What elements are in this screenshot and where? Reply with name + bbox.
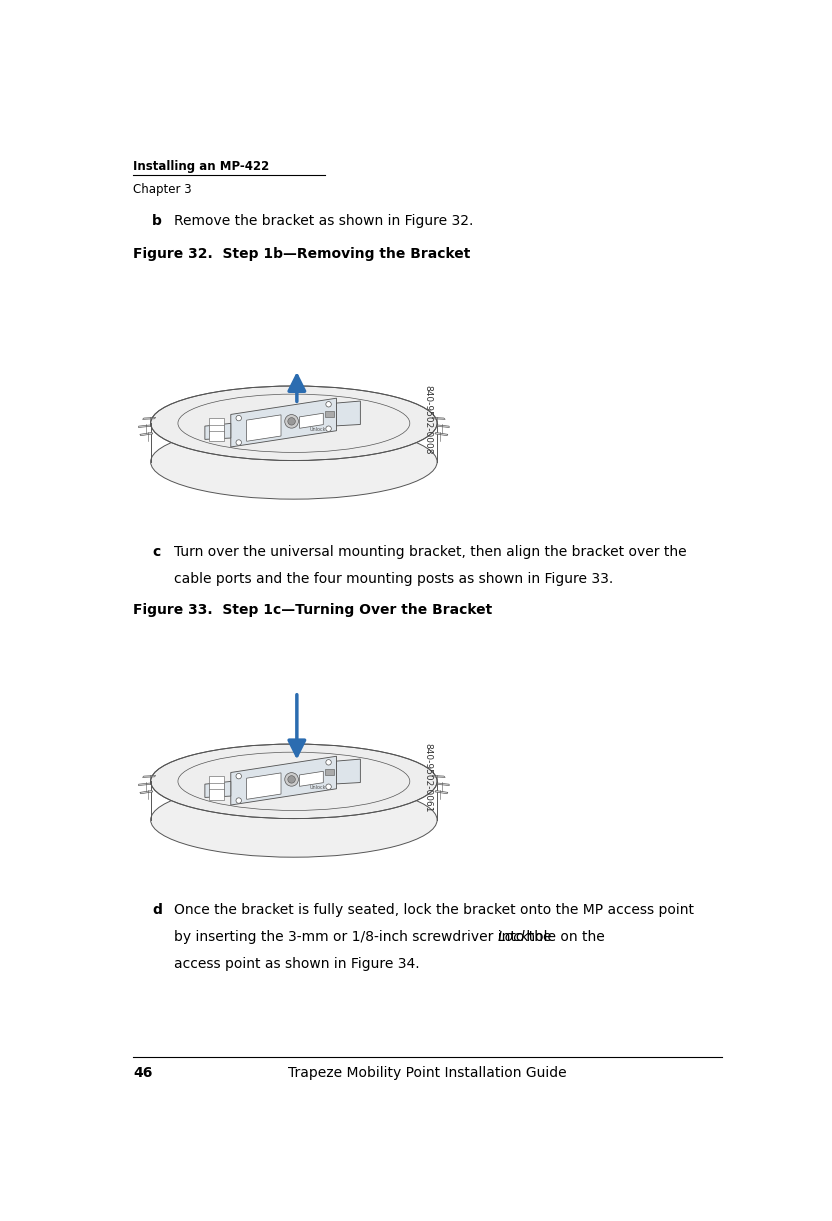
Polygon shape xyxy=(432,775,445,778)
Bar xyxy=(209,789,224,800)
Text: Remove the bracket as shown in Figure 32.: Remove the bracket as shown in Figure 32… xyxy=(174,214,473,228)
Circle shape xyxy=(236,773,241,779)
Ellipse shape xyxy=(151,783,437,857)
Circle shape xyxy=(236,797,241,803)
Text: cable ports and the four mounting posts as shown in Figure 33.: cable ports and the four mounting posts … xyxy=(174,571,613,586)
Circle shape xyxy=(326,784,331,790)
Ellipse shape xyxy=(151,744,437,818)
Text: Unlock: Unlock xyxy=(310,785,326,790)
Bar xyxy=(277,414,311,426)
Text: Figure 33.  Step 1c—Turning Over the Bracket: Figure 33. Step 1c—Turning Over the Brac… xyxy=(133,603,493,617)
Circle shape xyxy=(236,440,241,446)
Polygon shape xyxy=(140,432,153,436)
Polygon shape xyxy=(435,790,448,794)
Polygon shape xyxy=(336,400,360,426)
Polygon shape xyxy=(435,432,448,436)
Polygon shape xyxy=(151,781,437,821)
Polygon shape xyxy=(437,425,449,427)
Text: Installing an MP-422: Installing an MP-422 xyxy=(133,160,270,172)
Bar xyxy=(209,419,224,433)
Bar xyxy=(325,411,334,418)
Polygon shape xyxy=(230,398,336,447)
Text: Figure 32.  Step 1b—Removing the Bracket: Figure 32. Step 1b—Removing the Bracket xyxy=(133,247,471,260)
Bar xyxy=(209,431,224,442)
Circle shape xyxy=(288,775,295,783)
Polygon shape xyxy=(205,781,230,797)
Bar xyxy=(209,777,224,791)
Circle shape xyxy=(236,415,241,421)
Polygon shape xyxy=(230,756,336,805)
Polygon shape xyxy=(336,759,360,784)
Circle shape xyxy=(326,402,331,407)
Bar xyxy=(277,772,311,784)
Ellipse shape xyxy=(320,411,329,415)
Polygon shape xyxy=(138,425,151,427)
Text: Lock: Lock xyxy=(498,929,530,944)
Polygon shape xyxy=(151,424,437,462)
Circle shape xyxy=(326,759,331,766)
Bar xyxy=(209,425,224,437)
Text: 840-9502-0061: 840-9502-0061 xyxy=(423,744,433,813)
Circle shape xyxy=(326,426,331,431)
Text: 46: 46 xyxy=(133,1066,153,1079)
Text: Unlock: Unlock xyxy=(310,427,326,432)
Polygon shape xyxy=(300,772,324,786)
Text: b: b xyxy=(152,214,162,228)
Text: d: d xyxy=(152,902,162,917)
Bar xyxy=(325,769,334,775)
Ellipse shape xyxy=(320,785,329,789)
Polygon shape xyxy=(437,783,449,785)
Polygon shape xyxy=(142,775,156,778)
Ellipse shape xyxy=(151,386,437,460)
Polygon shape xyxy=(300,413,324,429)
Polygon shape xyxy=(140,790,153,794)
Bar xyxy=(209,784,224,796)
Ellipse shape xyxy=(320,426,329,431)
Polygon shape xyxy=(205,424,230,440)
Text: Turn over the universal mounting bracket, then align the bracket over the: Turn over the universal mounting bracket… xyxy=(174,546,686,559)
Ellipse shape xyxy=(151,425,437,499)
Text: access point as shown in Figure 34.: access point as shown in Figure 34. xyxy=(174,956,419,971)
Ellipse shape xyxy=(320,769,329,773)
Text: c: c xyxy=(152,546,161,559)
Polygon shape xyxy=(246,773,281,800)
Text: Trapeze Mobility Point Installation Guide: Trapeze Mobility Point Installation Guid… xyxy=(288,1066,567,1079)
Text: 840-9502-0008: 840-9502-0008 xyxy=(423,385,433,454)
Text: by inserting the 3-mm or 1/8-inch screwdriver into the: by inserting the 3-mm or 1/8-inch screwd… xyxy=(174,929,556,944)
Polygon shape xyxy=(432,418,445,419)
Polygon shape xyxy=(246,415,281,441)
Circle shape xyxy=(288,418,295,425)
Circle shape xyxy=(285,415,299,429)
Circle shape xyxy=(285,773,299,786)
Text: hole on the: hole on the xyxy=(522,929,605,944)
Polygon shape xyxy=(142,418,156,419)
Text: Once the bracket is fully seated, lock the bracket onto the MP access point: Once the bracket is fully seated, lock t… xyxy=(174,902,694,917)
Polygon shape xyxy=(138,783,151,785)
Text: Chapter 3: Chapter 3 xyxy=(133,183,192,195)
